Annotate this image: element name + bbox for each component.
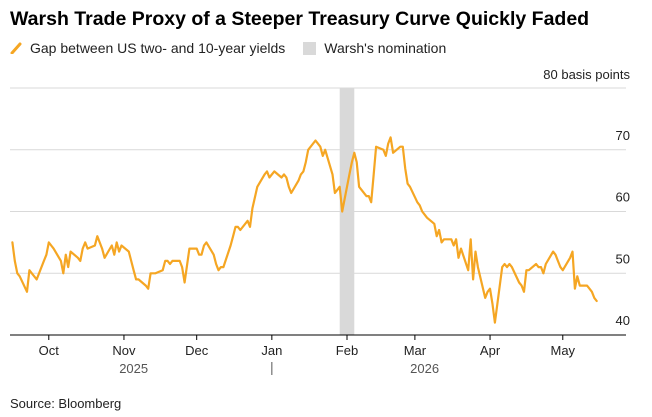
y-tick-label: 60 [616,190,630,205]
x-tick-label: Dec [185,343,209,358]
x-tick-label: Mar [404,343,427,358]
series-line-yield-gap [11,136,598,324]
y-unit-label: 80 basis points [543,67,630,82]
x-tick-label: Oct [39,343,60,358]
year-label: 2025 [119,361,148,376]
chart-title: Warsh Trade Proxy of a Steeper Treasury … [10,8,590,30]
legend-item-yield-gap: Gap between US two- and 10-year yields [10,40,285,56]
legend-label-yield-gap: Gap between US two- and 10-year yields [30,40,286,56]
x-tick-label: Nov [112,343,136,358]
y-tick-label: 50 [616,251,630,266]
legend: Gap between US two- and 10-year yields W… [10,40,464,56]
x-tick-label: May [551,343,576,358]
legend-swatch-line [10,42,22,54]
legend-label-nomination: Warsh's nomination [324,40,447,56]
year-label: 2026 [410,361,439,376]
x-tick-label: Jan [261,343,282,358]
source-note: Source: Bloomberg [10,396,122,411]
y-tick-label: 40 [616,313,630,328]
legend-item-nomination: Warsh's nomination [303,40,446,56]
x-tick-label: Feb [336,343,358,358]
legend-swatch-box [303,41,317,55]
x-tick-label: Apr [480,343,501,358]
y-tick-label: 70 [616,128,630,143]
